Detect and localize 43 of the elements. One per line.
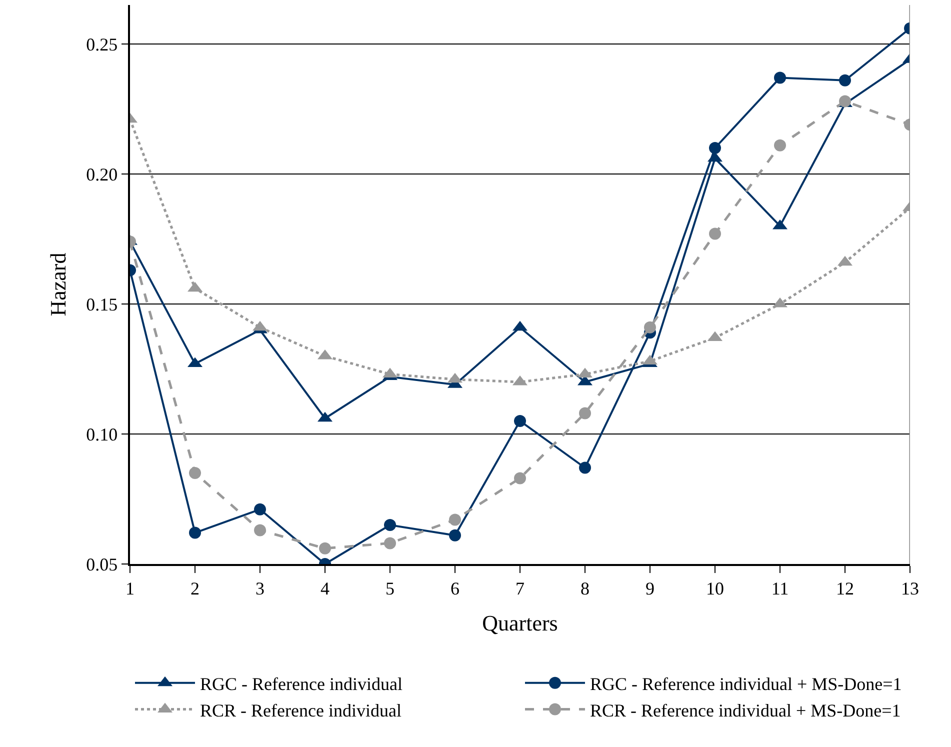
y-tick-label: 0.10 bbox=[86, 424, 118, 444]
x-tick-label: 4 bbox=[320, 578, 330, 598]
point bbox=[189, 526, 201, 539]
point bbox=[709, 142, 721, 154]
point bbox=[254, 524, 266, 536]
point bbox=[644, 321, 656, 334]
point bbox=[709, 228, 721, 240]
x-tick-label: 11 bbox=[771, 578, 789, 598]
x-tick-label: 7 bbox=[516, 578, 524, 598]
legend-label: RGC - Reference individual + MS-Done=1 bbox=[590, 674, 902, 694]
point bbox=[319, 542, 331, 554]
x-tick-label: 12 bbox=[836, 578, 854, 598]
x-tick-label: 8 bbox=[580, 578, 590, 598]
x-tick-label: 6 bbox=[450, 578, 460, 598]
point bbox=[254, 503, 266, 516]
y-tick-label: 0.05 bbox=[86, 554, 118, 574]
point bbox=[579, 462, 591, 474]
y-axis-title: Hazard bbox=[45, 252, 70, 316]
point bbox=[514, 472, 526, 484]
x-tick-label: 10 bbox=[706, 578, 724, 598]
x-tick-label: 5 bbox=[386, 578, 394, 598]
point bbox=[774, 72, 786, 84]
point bbox=[384, 537, 396, 550]
point bbox=[384, 519, 396, 531]
point bbox=[189, 467, 201, 479]
x-tick-label: 2 bbox=[190, 578, 200, 598]
point bbox=[579, 407, 591, 420]
point bbox=[839, 74, 851, 86]
x-tick-label: 13 bbox=[901, 578, 919, 598]
y-tick-label: 0.20 bbox=[86, 164, 118, 184]
point bbox=[514, 415, 526, 427]
legend-label: RGC - Reference individual bbox=[200, 674, 402, 694]
point bbox=[449, 514, 461, 526]
x-tick-label: 9 bbox=[646, 578, 654, 598]
point bbox=[449, 529, 461, 542]
x-tick-label: 3 bbox=[256, 578, 264, 598]
point bbox=[774, 139, 786, 152]
x-axis-title: Quarters bbox=[482, 610, 558, 636]
x-tick-label: 1 bbox=[126, 578, 134, 598]
y-tick-label: 0.25 bbox=[86, 34, 118, 54]
legend-label: RCR - Reference individual bbox=[200, 700, 402, 720]
y-tick-label: 0.15 bbox=[86, 294, 118, 314]
legend-label: RCR - Reference individual + MS-Done=1 bbox=[590, 700, 901, 720]
